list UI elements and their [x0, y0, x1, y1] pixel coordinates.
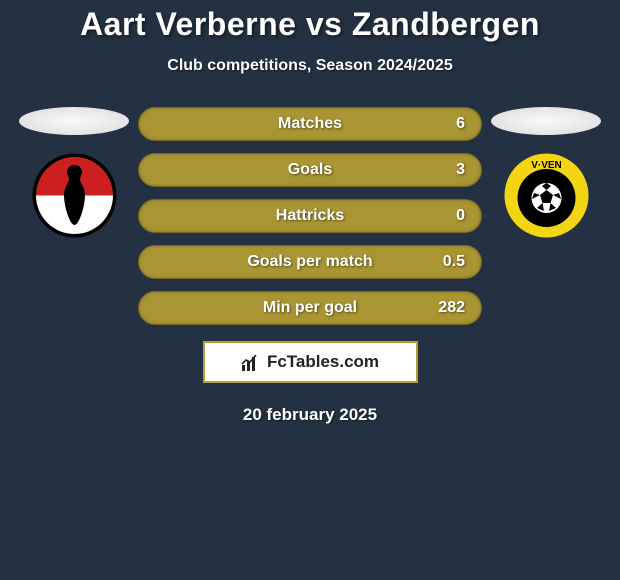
comparison-row: Matches 6 Goals 3 Hattricks 0 Goals per … — [0, 107, 620, 325]
page-title: Aart Verberne vs Zandbergen — [0, 0, 620, 43]
fctables-logo[interactable]: FcTables.com — [203, 341, 418, 383]
bar-chart-icon — [241, 354, 263, 372]
right-club-badge: V·VEN — [504, 153, 589, 238]
stat-label: Goals per match — [247, 253, 372, 271]
date-line: 20 february 2025 — [0, 405, 620, 425]
right-player-avatar-placeholder — [491, 107, 601, 135]
stat-bar-goals: Goals 3 — [138, 153, 482, 187]
logo-text: FcTables.com — [267, 352, 379, 372]
stat-bar-goals-per-match: Goals per match 0.5 — [138, 245, 482, 279]
left-player-column — [14, 107, 134, 238]
badge-text: V·VEN — [531, 160, 562, 171]
stat-value-right: 0 — [456, 207, 465, 225]
left-club-badge — [32, 153, 117, 238]
stat-bar-hattricks: Hattricks 0 — [138, 199, 482, 233]
left-player-avatar-placeholder — [19, 107, 129, 135]
stat-value-right: 6 — [456, 115, 465, 133]
stat-value-right: 3 — [456, 161, 465, 179]
stat-bar-matches: Matches 6 — [138, 107, 482, 141]
stat-label: Min per goal — [263, 299, 357, 317]
stat-label: Matches — [278, 115, 342, 133]
stat-bar-min-per-goal: Min per goal 282 — [138, 291, 482, 325]
stat-value-right: 0.5 — [443, 253, 465, 271]
right-player-column: V·VEN — [486, 107, 606, 238]
vvv-venlo-badge-icon: V·VEN — [504, 153, 589, 238]
stat-label: Hattricks — [276, 207, 344, 225]
page-subtitle: Club competitions, Season 2024/2025 — [0, 57, 620, 75]
stat-label: Goals — [288, 161, 332, 179]
helmond-sport-badge-icon — [32, 153, 117, 238]
stats-bars: Matches 6 Goals 3 Hattricks 0 Goals per … — [138, 107, 482, 325]
stat-value-right: 282 — [438, 299, 465, 317]
